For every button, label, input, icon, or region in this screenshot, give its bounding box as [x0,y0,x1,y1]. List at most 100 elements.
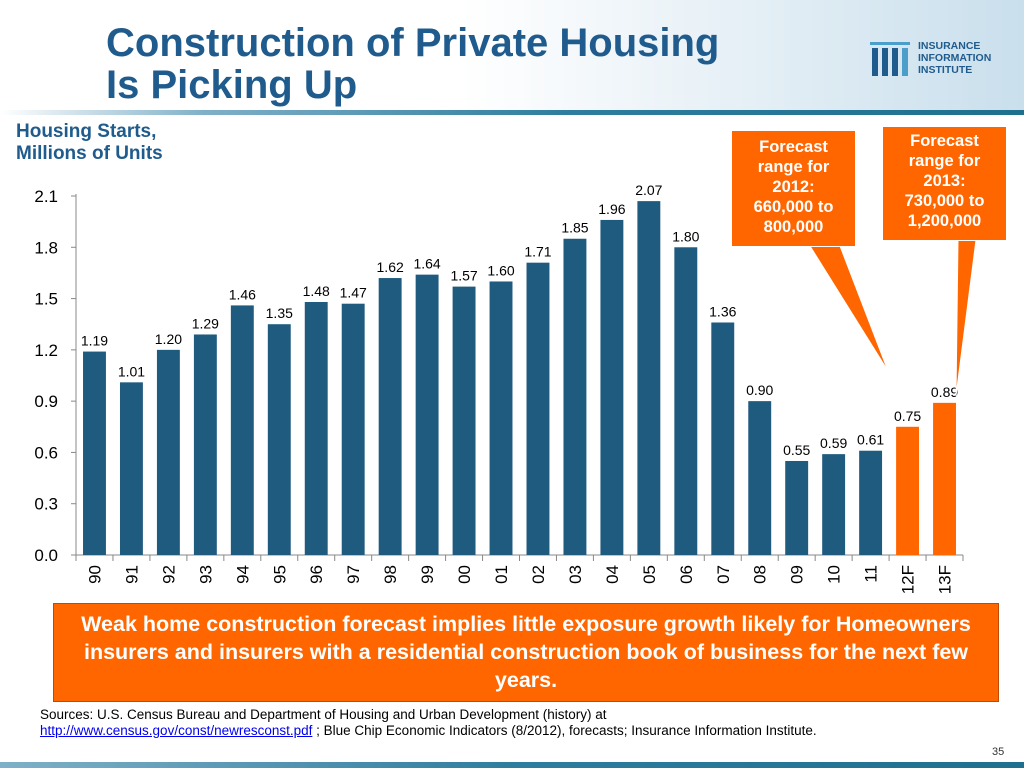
x-tick-label: 09 [788,565,807,584]
x-tick-label: 04 [603,565,622,584]
history-bar [489,281,513,555]
sources-line2-rest: ; Blue Chip Economic Indicators (8/2012)… [312,723,817,738]
bar-value-label: 2.07 [635,182,662,198]
history-bar [378,278,402,555]
chart-axis-title: Housing Starts, Millions of Units [16,121,163,165]
bar-value-label: 1.19 [81,333,108,349]
bar-value-label: 1.85 [561,220,588,236]
logo-line3: INSTITUTE [918,64,973,76]
history-bar [859,450,883,555]
bar-value-label: 1.01 [118,363,145,379]
history-bar [415,274,439,555]
bar-value-label: 1.36 [709,304,736,320]
x-tick-label: 11 [862,565,881,583]
page-title-line2: Is Picking Up [106,63,358,107]
bar-value-label: 1.20 [155,331,182,347]
logo-line1: INSURANCE [918,40,981,52]
x-tick-label: 94 [233,565,252,584]
census-source-link[interactable]: http://www.census.gov/const/newresconst.… [40,723,313,738]
x-tick-label: 05 [640,565,659,584]
callout-2013-pointer [955,239,977,397]
history-bar [452,286,476,555]
bar-value-label: 0.89 [931,384,958,400]
y-tick-label: 0.0 [34,546,58,565]
x-tick-label: 08 [751,565,770,584]
callout-2012-line1: Forecast [759,138,828,156]
bar-value-label: 1.64 [413,256,440,272]
callout-2012-line3: 2012: [772,178,815,196]
bar-value-label: 1.46 [229,286,256,302]
footer-divider [0,762,1024,768]
x-tick-label: 07 [714,565,733,584]
history-bar [785,460,809,555]
forecast-2013-callout: Forecast range for 2013: 730,000 to 1,20… [882,126,1007,241]
history-bar [341,303,365,555]
logo-line2: INFORMATION [918,52,992,64]
bar-value-label: 1.35 [266,305,293,321]
page-number: 35 [992,746,1005,758]
x-tick-label: 12F [899,565,918,594]
callout-2012-line2: range for [757,158,830,176]
history-bar [674,247,698,556]
bar-value-label: 1.57 [450,268,477,284]
history-bar [156,349,180,555]
history-bar [563,238,587,555]
x-tick-label: 99 [418,565,437,584]
chart-axis-title-line1: Housing Starts, [16,121,157,142]
history-bar [526,262,550,555]
callout-2013-line1: Forecast [910,132,979,150]
sources-line1: Sources: U.S. Census Bureau and Departme… [40,707,607,722]
x-tick-label: 02 [529,565,548,584]
callout-2013-line3: 2013: [923,172,966,190]
sources-note: Sources: U.S. Census Bureau and Departme… [40,707,817,739]
housing-starts-bar-chart: 0.0 0.3 0.6 0.9 1.2 1.5 1.8 2.1 1.19 90 1.01 91 1.20… [34,182,964,594]
history-bar [748,401,772,555]
y-tick-label: 1.8 [34,238,58,257]
callout-2012-pointer [809,245,889,372]
x-tick-label: 96 [307,565,326,584]
callout-pointers [809,239,977,397]
history-bar [193,334,217,555]
x-tick-label: 91 [122,565,141,584]
chart-axis-title-line2: Millions of Units [16,143,163,164]
x-tick-label: 97 [344,565,363,584]
bar-value-label: 1.29 [192,315,219,331]
x-tick-label: 01 [492,565,511,584]
page-title-line1: Construction of Private Housing [106,21,720,65]
bar-value-label: 1.47 [340,285,367,301]
page-title: Construction of Private Housing Is Picki… [106,22,719,106]
x-tick-label: 95 [270,565,289,584]
bar-value-label: 0.59 [820,435,847,451]
history-bar [304,301,328,555]
y-tick-label: 1.5 [34,290,58,309]
history-bar [711,322,735,555]
header-divider [0,110,1024,115]
forecast-2012-callout: Forecast range for 2012: 660,000 to 800,… [731,130,856,247]
iii-logo: INSURANCE INFORMATION INSTITUTE [868,38,1018,80]
iii-logo-text: INSURANCE INFORMATION INSTITUTE [918,40,991,76]
callout-2013-line5: 1,200,000 [907,212,982,230]
history-bar [119,382,143,555]
bar-value-label: 0.90 [746,382,773,398]
x-tick-label: 13F [936,565,955,594]
x-tick-label: 92 [159,565,178,584]
history-bar [822,454,846,555]
bar-value-label: 0.61 [857,432,884,448]
x-tick-label: 00 [455,565,474,584]
x-tick-label: 06 [677,565,696,584]
x-tick-label: 03 [566,565,585,584]
bar-value-label: 1.62 [377,259,404,275]
summary-banner: Weak home construction forecast implies … [53,603,999,702]
callout-2012-line4: 660,000 to [753,198,834,216]
forecast-bar [933,402,956,555]
bar-value-label: 1.80 [672,228,699,244]
history-bar [83,351,106,555]
x-tick-label: 10 [825,565,844,584]
bar-value-label: 1.48 [303,283,330,299]
callout-2012-line5: 800,000 [763,218,824,236]
bar-value-label: 0.75 [894,408,921,424]
history-bar [230,305,254,555]
forecast-bar [896,426,920,555]
bar-value-label: 1.60 [487,262,514,278]
y-tick-label: 0.9 [34,392,58,411]
